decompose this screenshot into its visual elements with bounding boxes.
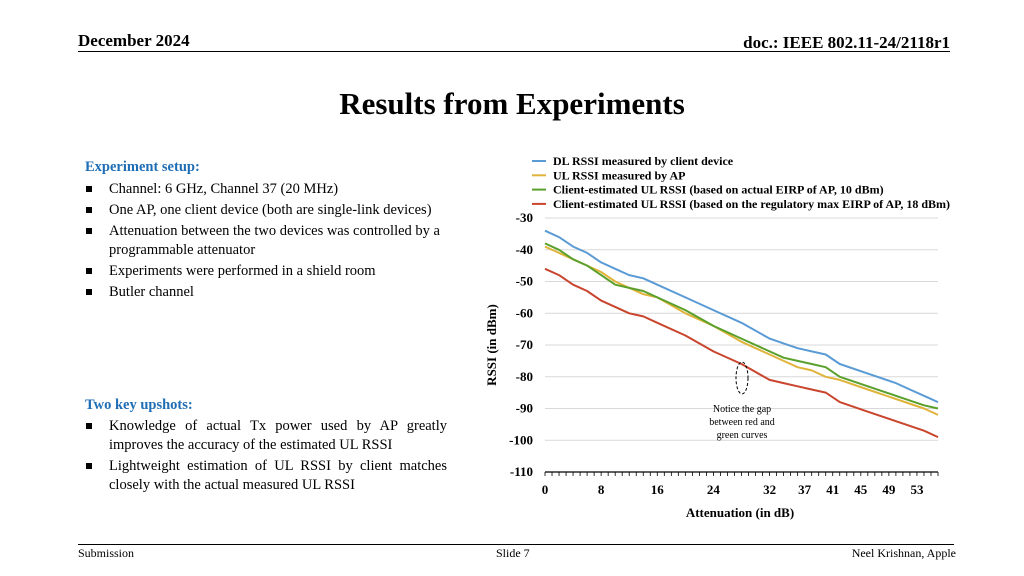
- footer-slide-number: Slide 7: [496, 546, 530, 560]
- setup-item: One AP, one client device (both are sing…: [85, 201, 447, 220]
- slide-title: Results from Experiments: [339, 86, 685, 121]
- y-tick-label: -60: [516, 305, 533, 320]
- upshots-heading: Two key upshots:: [85, 397, 193, 413]
- bullet-icon: [86, 423, 92, 429]
- bullet-icon: [86, 463, 92, 469]
- y-axis-label: RSSI (in dBm): [484, 304, 499, 386]
- y-tick-label: -90: [516, 401, 533, 416]
- legend-label: UL RSSI measured by AP: [553, 168, 685, 182]
- bullet-icon: [86, 186, 92, 192]
- setup-item: Butler channel: [85, 283, 447, 302]
- upshots-list: Knowledge of actual Tx power used by AP …: [85, 417, 447, 497]
- y-axis-ticks: -30 -40 -50 -60 -70 -80 -90 -100 -110: [509, 210, 533, 479]
- legend-label: Client-estimated UL RSSI (based on actua…: [553, 183, 884, 197]
- upshot-item: Lightweight estimation of UL RSSI by cli…: [85, 457, 447, 495]
- annotation-line-3: green curves: [717, 430, 768, 441]
- upshot-item-text: Knowledge of actual Tx power used by AP …: [109, 418, 447, 453]
- setup-item-text: Experiments were performed in a shield r…: [109, 263, 376, 279]
- legend-label: Client-estimated UL RSSI (based on the r…: [553, 197, 950, 211]
- x-tick-label: 49: [882, 482, 896, 497]
- setup-list: Channel: 6 GHz, Channel 37 (20 MHz) One …: [85, 180, 447, 304]
- chart-series: [544, 229, 939, 439]
- y-tick-label: -30: [516, 210, 533, 225]
- setup-item-text: One AP, one client device (both are sing…: [109, 202, 432, 218]
- x-tick-label: 8: [598, 482, 605, 497]
- bullet-icon: [86, 268, 92, 274]
- x-tick-label: 53: [910, 482, 924, 497]
- x-tick-label: 37: [798, 482, 812, 497]
- header-doc-id: doc.: IEEE 802.11-24/2118r1: [743, 33, 950, 52]
- y-tick-label: -40: [516, 242, 533, 257]
- setup-item-text: Butler channel: [109, 284, 194, 300]
- y-tick-label: -110: [510, 464, 533, 479]
- setup-item: Channel: 6 GHz, Channel 37 (20 MHz): [85, 180, 447, 199]
- x-tick-label: 45: [854, 482, 868, 497]
- bullet-icon: [86, 207, 92, 213]
- series-line: [544, 229, 939, 404]
- bullet-icon: [86, 289, 92, 295]
- gap-highlight-ellipse: [735, 361, 749, 395]
- x-tick-label: 16: [651, 482, 665, 497]
- x-axis-ticks: 0 8 16 24 32 37 41 45 49 53: [542, 482, 924, 497]
- setup-item: Attenuation between the two devices was …: [85, 222, 447, 260]
- series-line: [544, 242, 939, 410]
- footer-divider: [78, 544, 954, 545]
- setup-heading: Experiment setup:: [85, 159, 200, 175]
- setup-item-text: Attenuation between the two devices was …: [109, 223, 440, 258]
- x-axis-label: Attenuation (in dB): [686, 505, 794, 520]
- header-divider: [78, 51, 950, 52]
- series-line: [544, 245, 939, 416]
- x-tick-label: 32: [763, 482, 776, 497]
- setup-item: Experiments were performed in a shield r…: [85, 262, 447, 281]
- legend-label: DL RSSI measured by client device: [553, 154, 734, 168]
- upshot-item: Knowledge of actual Tx power used by AP …: [85, 417, 447, 455]
- upshot-item-text: Lightweight estimation of UL RSSI by cli…: [109, 458, 447, 493]
- x-tick-label: 41: [826, 482, 839, 497]
- bullet-icon: [86, 228, 92, 234]
- x-tick-label: 24: [707, 482, 721, 497]
- footer-submission: Submission: [78, 546, 135, 560]
- footer-author: Neel Krishnan, Apple: [851, 546, 956, 560]
- y-tick-label: -80: [516, 369, 533, 384]
- annotation-line-2: between red and: [709, 417, 775, 428]
- y-tick-label: -70: [516, 337, 533, 352]
- annotation-line-1: Notice the gap: [713, 404, 771, 415]
- x-tick-label: 0: [542, 482, 549, 497]
- y-tick-label: -50: [516, 274, 533, 289]
- setup-item-text: Channel: 6 GHz, Channel 37 (20 MHz): [109, 181, 339, 197]
- header-date: December 2024: [78, 31, 190, 50]
- series-line: [544, 267, 939, 439]
- y-tick-label: -100: [509, 432, 533, 447]
- chart-grid: [544, 217, 939, 476]
